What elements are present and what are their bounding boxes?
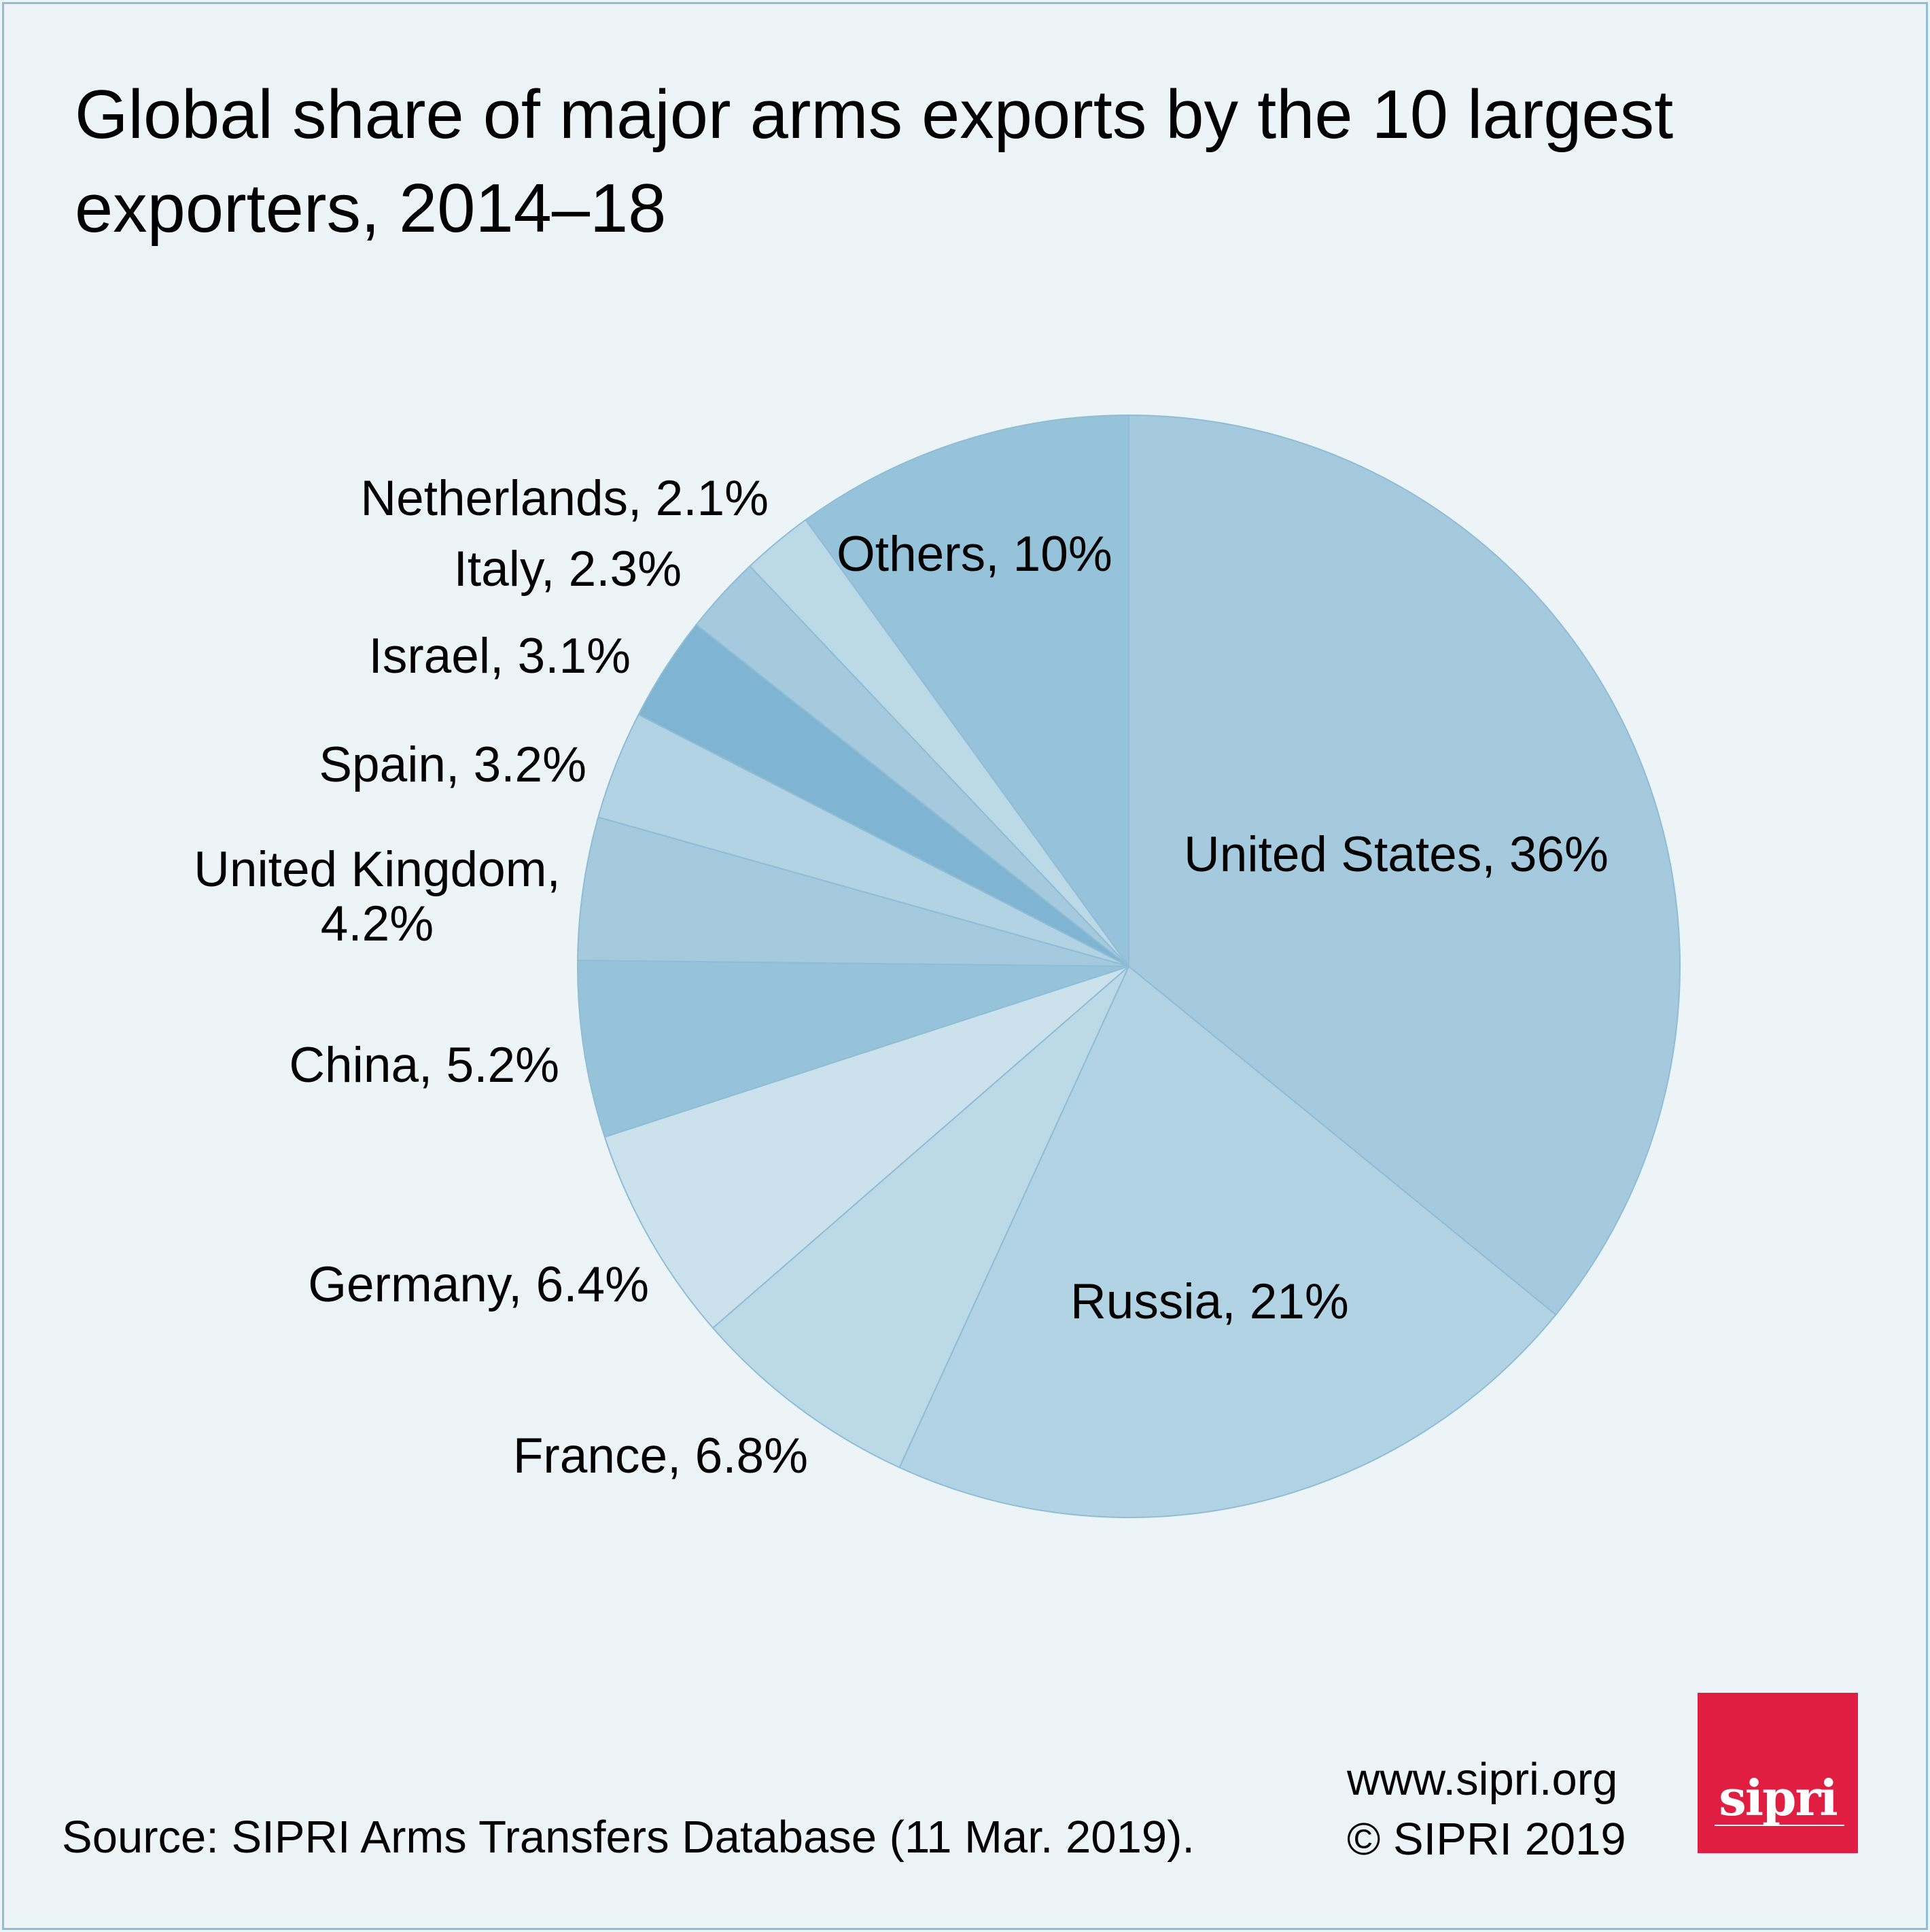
chart-title: Global share of major arms exports by th…: [75, 77, 1674, 247]
pie-slice-china: [577, 960, 1129, 1138]
source-note: Source: SIPRI Arms Transfers Database (1…: [62, 1812, 1195, 1863]
slice-label-germany: Germany, 6.4%: [308, 1257, 649, 1312]
website-link[interactable]: www.sipri.org: [1347, 1754, 1618, 1805]
site-credit: www.sipri.org © SIPRI 2019: [1347, 1750, 1626, 1869]
slice-label-russia: Russia, 21%: [1070, 1274, 1349, 1329]
slice-label-israel: Israel, 3.1%: [368, 629, 631, 684]
pie-slice-russia: [898, 965, 1557, 1518]
slice-label-spain: Spain, 3.2%: [319, 737, 586, 792]
slice-label-netherlands: Netherlands, 2.1%: [360, 471, 769, 526]
pie-slice-france: [712, 966, 1129, 1469]
pie-slice-united-states: [1128, 414, 1681, 1316]
copyright: © SIPRI 2019: [1347, 1814, 1626, 1865]
slice-label-others: Others, 10%: [837, 527, 1112, 582]
sipri-logo: sipri: [1698, 1693, 1858, 1853]
slice-label-united-kingdom: United Kingdom, 4.2%: [194, 842, 561, 951]
slice-label-italy: Italy, 2.3%: [453, 542, 682, 597]
logo-text: sipri: [1719, 1769, 1838, 1827]
pie-slice-germany: [603, 966, 1129, 1329]
slice-label-china: China, 5.2%: [289, 1038, 559, 1093]
pie-slice-united-kingdom: [577, 816, 1129, 967]
pie-slice-others: [805, 414, 1129, 969]
slice-label-france: France, 6.8%: [512, 1428, 808, 1483]
slice-label-united-states: United States, 36%: [1184, 827, 1609, 882]
